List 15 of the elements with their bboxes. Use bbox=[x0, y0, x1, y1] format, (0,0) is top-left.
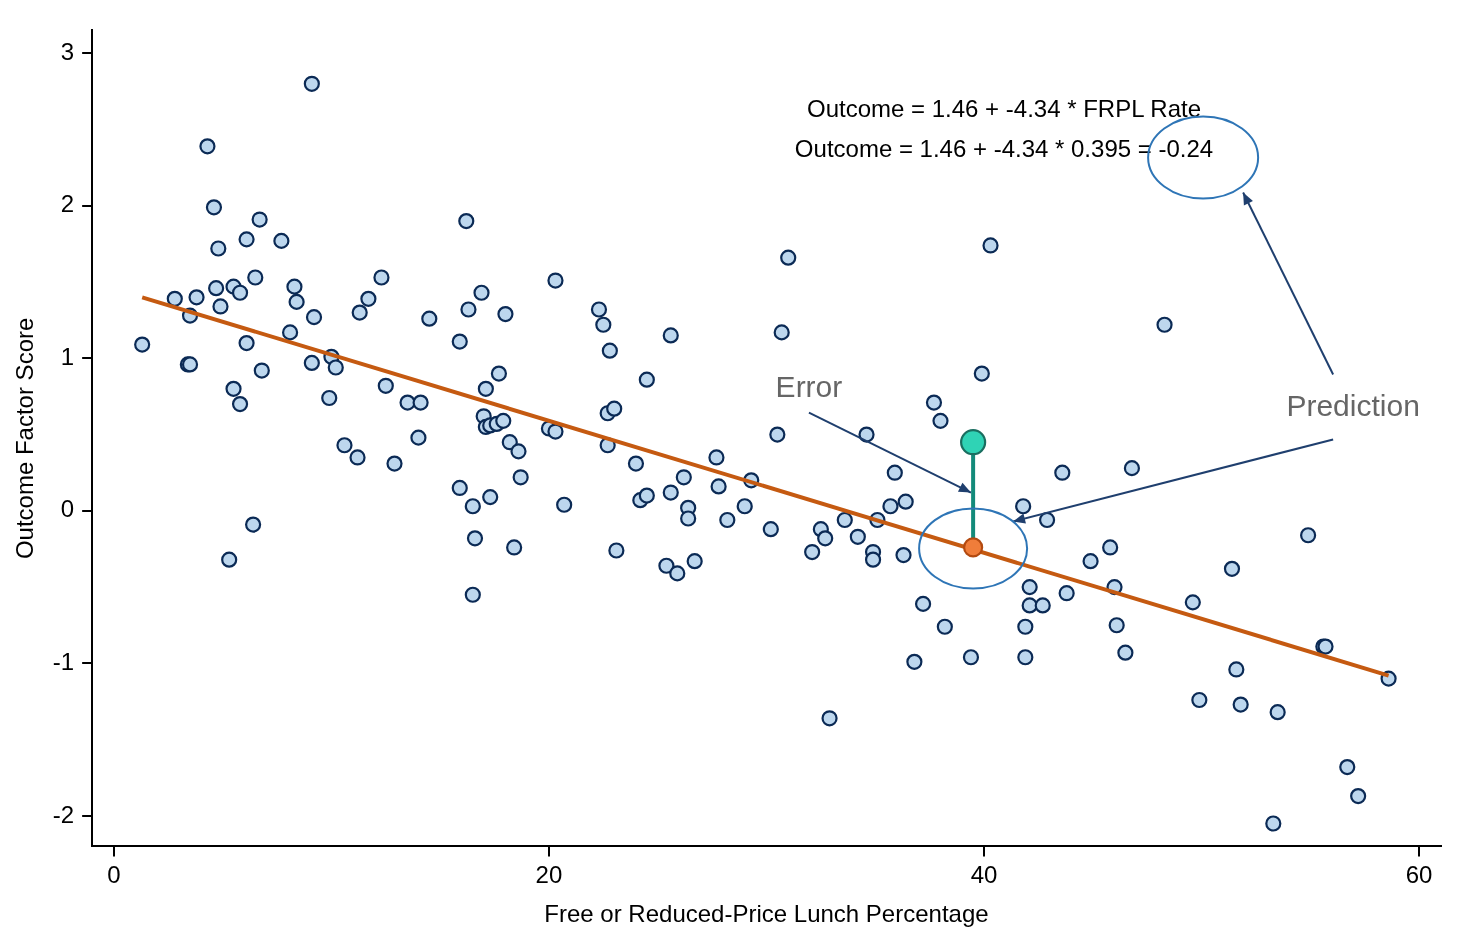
annotation: Error bbox=[775, 369, 843, 403]
x-tick-label: 60 bbox=[1405, 861, 1433, 889]
y-tick-label: 0 bbox=[60, 495, 75, 523]
y-tick-label: 3 bbox=[60, 37, 75, 65]
annotation: Outcome = 1.46 + -4.34 * FRPL Rate bbox=[807, 94, 1201, 122]
annotation: Prediction bbox=[1286, 388, 1420, 422]
y-tick-label: -1 bbox=[52, 648, 75, 675]
y-tick-label: 1 bbox=[60, 342, 75, 370]
x-axis-title: Free or Reduced-Price Lunch Percentage bbox=[544, 900, 989, 928]
x-tick-label: 0 bbox=[107, 861, 121, 889]
x-tick-label: 40 bbox=[970, 861, 998, 889]
y-tick-label: -2 bbox=[52, 800, 75, 828]
x-tick-label: 20 bbox=[535, 861, 563, 889]
y-tick-label: 2 bbox=[60, 190, 75, 218]
y-axis-title: Outcome Factor Score bbox=[11, 317, 39, 560]
